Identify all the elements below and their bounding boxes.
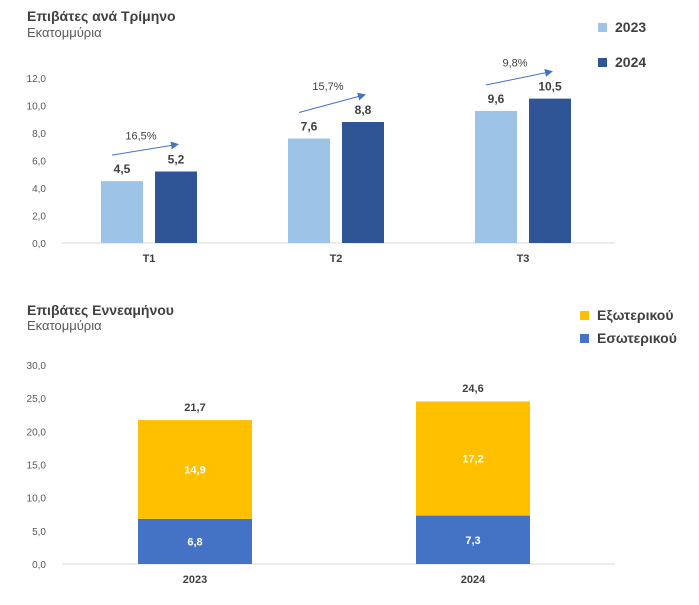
chart2-legend-domestic: Εσωτερικού [580,330,677,346]
legend-swatch-2023 [598,22,607,32]
y-tick-label: 15,0 [27,461,47,472]
bar-value-label: 9,6 [488,92,505,106]
growth-arrow [111,141,179,156]
bar-value-label: 10,5 [538,80,562,94]
x-tick-label: T2 [330,253,343,265]
bar-value-label: 5,2 [168,153,185,167]
y-tick-label: 6,0 [32,157,46,168]
quarterly-bar-chart: 0,0 2,0 4,0 6,0 8,0 10,0 12,0 4,5 5,2 T1 16,5% 7,6 8… [27,58,615,265]
bar-2024-T1 [155,171,197,243]
growth-label: 9,8% [502,58,527,70]
growth-arrow [485,68,553,86]
bar-2024-T2 [342,122,384,243]
y-tick-label: 10,0 [27,494,47,505]
bar-value-label: 7,6 [301,120,318,134]
growth-arrow [298,92,366,113]
chart2-subtitle: Εκατομμύρια [27,318,102,333]
x-tick-label: T3 [517,253,530,265]
y-tick-label: 2,0 [32,212,46,223]
total-label: 24,6 [462,383,483,395]
segment-Εσωτερικού-2023 [138,518,252,564]
chart2-title: Επιβάτες Εννεαμήνου [27,302,174,318]
segment-value-label: 6,8 [187,536,202,548]
legend-label-2024: 2024 [615,54,647,70]
legend-label-2023: 2023 [615,19,647,35]
y-tick-label: 30,0 [27,361,47,372]
segment-value-label: 14,9 [184,464,205,476]
chart1-title: Επιβάτες ανά Τρίμηνο [27,8,176,24]
legend-label-external: Εξωτερικού [597,307,674,323]
x-tick-label: T1 [143,253,156,265]
y-tick-label: 20,0 [27,427,47,438]
segment-Εσωτερικού-2024 [416,515,530,564]
bar-2023-T2 [288,138,330,243]
legend-swatch-external [580,310,589,320]
y-tick-label: 0,0 [32,560,46,571]
nine-month-stacked-chart: 0,0 5,0 10,0 15,0 20,0 25,0 30,0 6,8 14,9 21,7 202… [27,361,615,586]
growth-label: 15,7% [312,81,343,93]
x-tick-label: 2024 [461,574,486,586]
growth-label: 16,5% [125,131,156,143]
y-tick-label: 8,0 [32,129,46,140]
bar-2024-T3 [529,98,571,243]
bar-2023-T1 [101,181,143,243]
chart2-legend-external: Εξωτερικού [580,307,674,323]
segment-Εξωτερικού-2023 [138,420,252,519]
total-label: 21,7 [184,402,205,414]
y-tick-label: 5,0 [32,527,46,538]
legend-label-domestic: Εσωτερικού [597,330,677,346]
segment-Εξωτερικού-2024 [416,401,530,516]
y-tick-label: 25,0 [27,394,47,405]
bar-value-label: 8,8 [355,103,372,117]
segment-value-label: 7,3 [465,535,480,547]
y-tick-label: 4,0 [32,184,46,195]
bar-value-label: 4,5 [114,162,131,176]
legend-swatch-domestic [580,333,589,343]
x-tick-label: 2023 [183,574,207,586]
chart1-legend-2024: 2024 [598,54,646,70]
segment-value-label: 17,2 [462,454,483,466]
legend-swatch-2024 [598,57,607,67]
chart1-legend-2023: 2023 [598,19,646,35]
chart1-subtitle: Εκατομμύρια [27,25,102,40]
y-tick-label: 10,0 [27,102,47,113]
bar-2023-T3 [475,111,517,243]
y-tick-label: 0,0 [32,239,46,250]
y-tick-label: 12,0 [27,74,47,85]
